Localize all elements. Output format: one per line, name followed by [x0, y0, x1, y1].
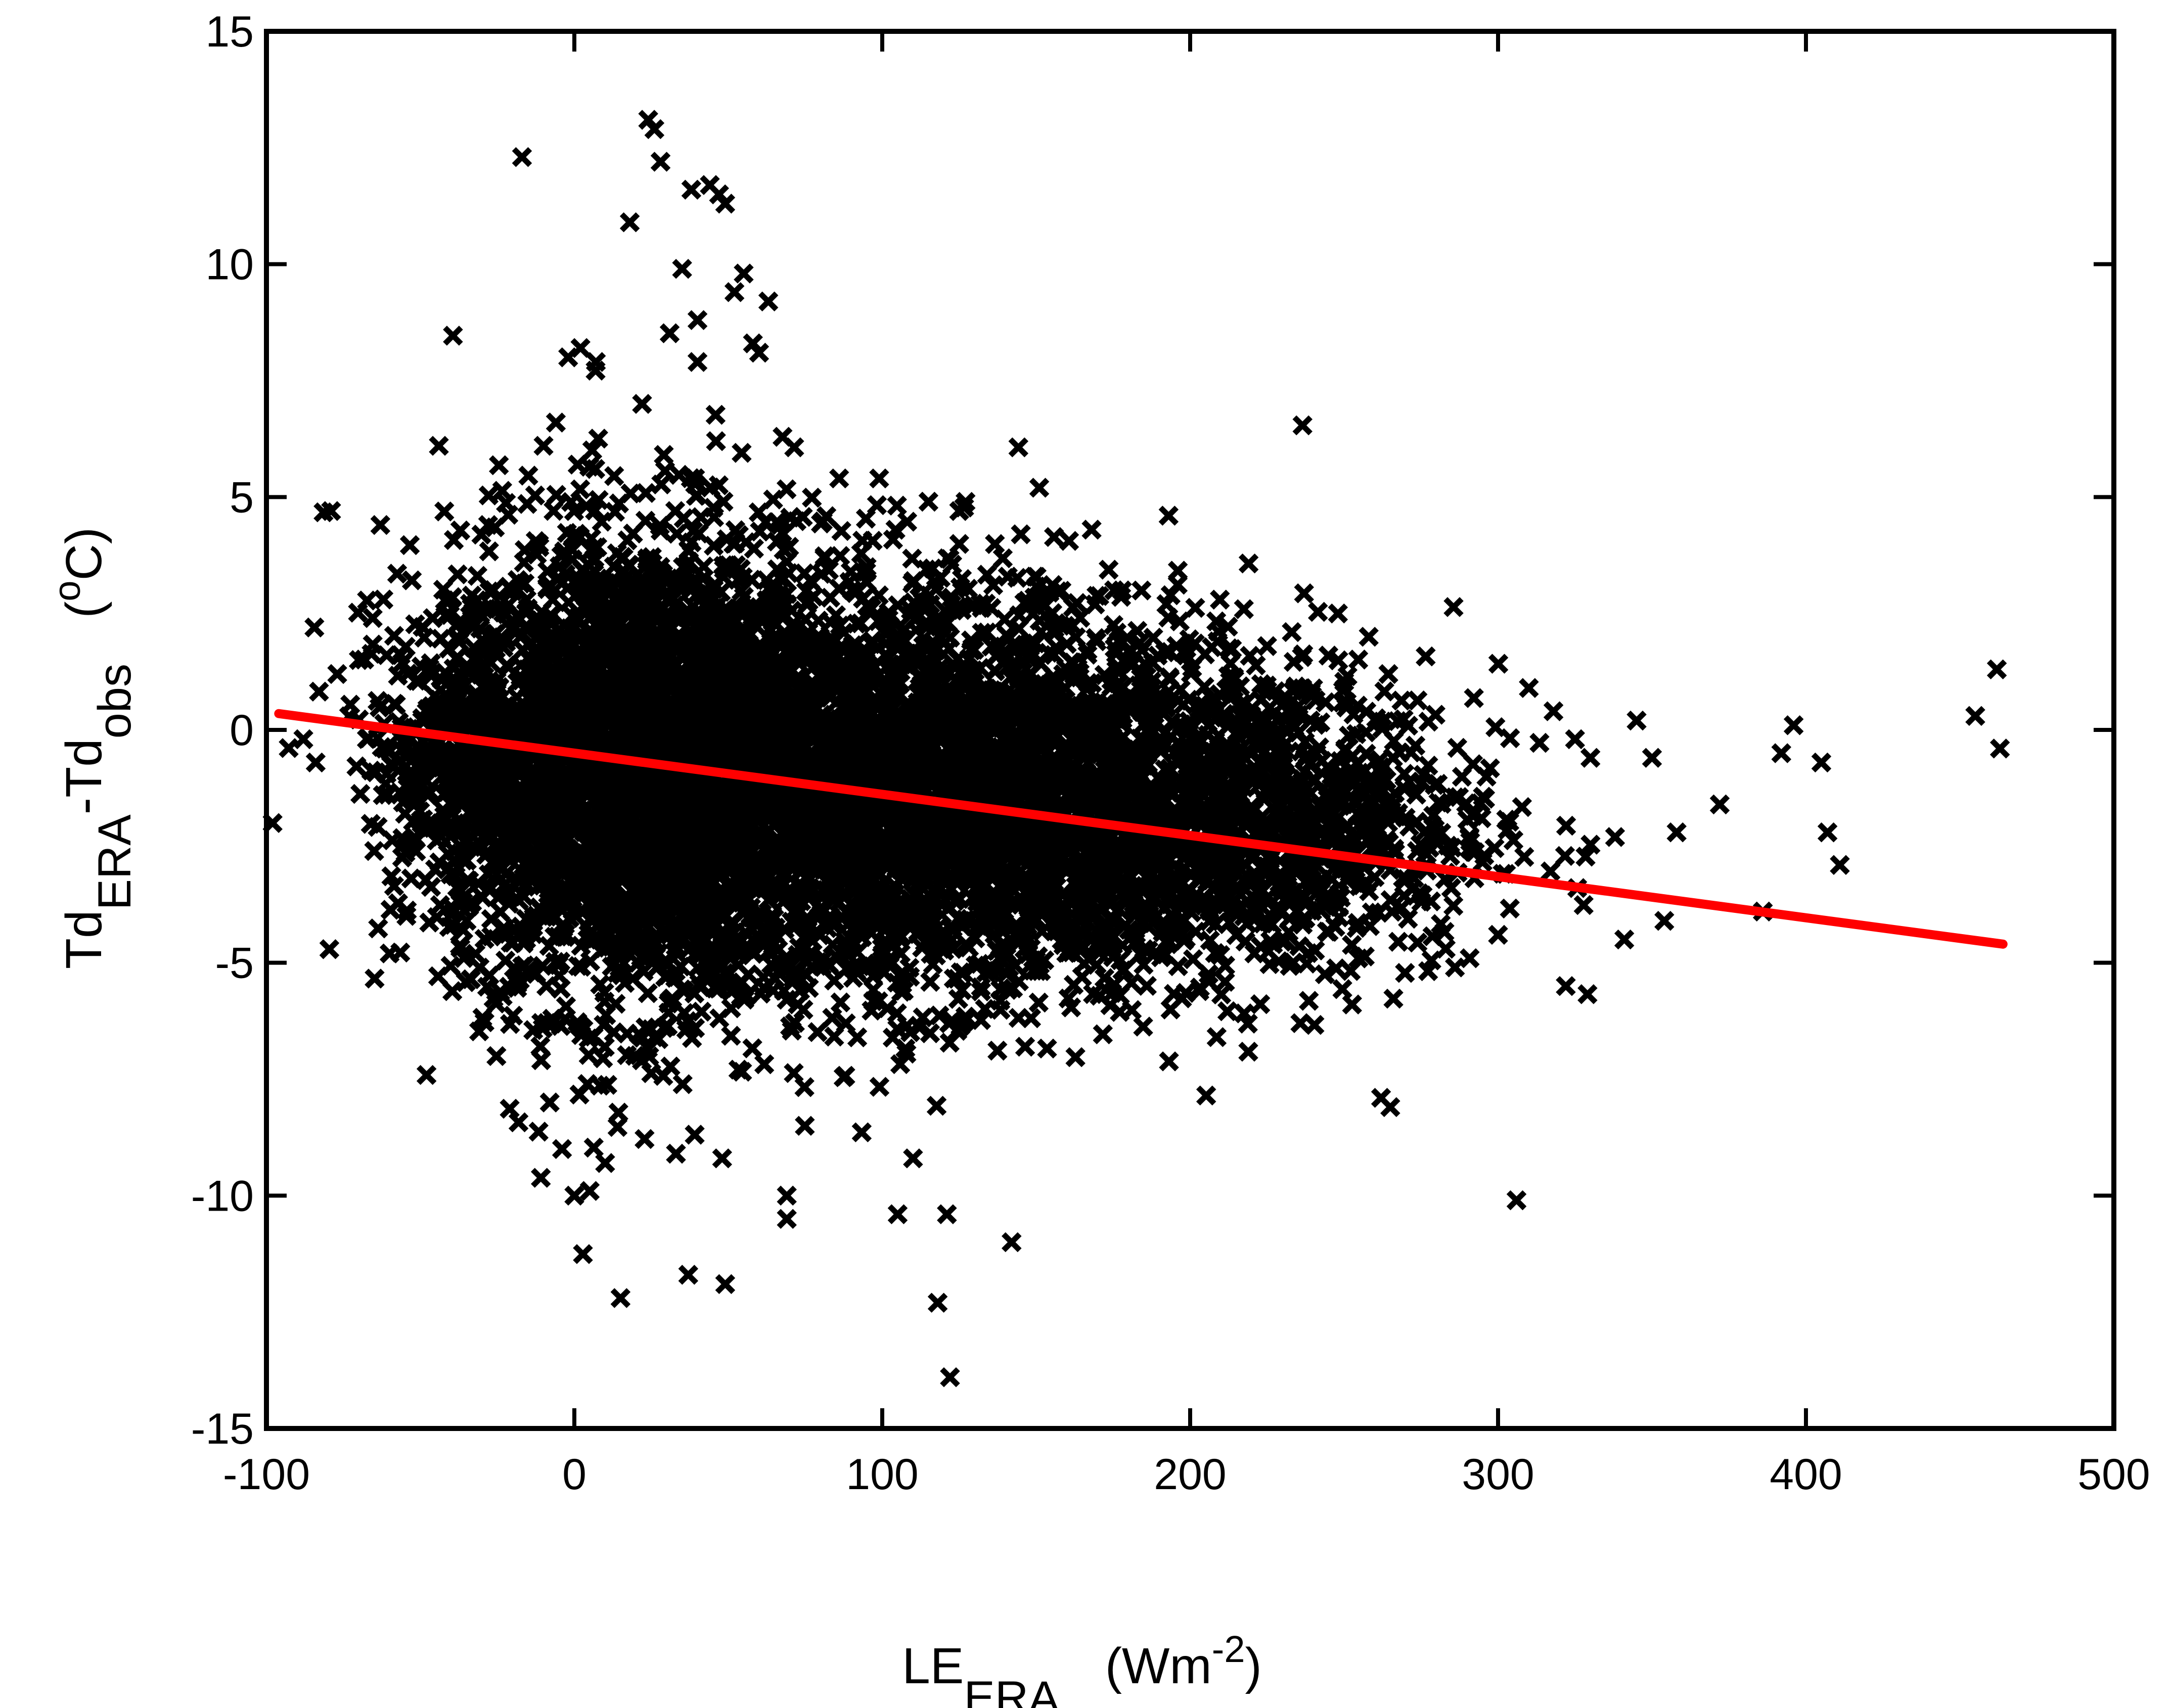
cloud-point: [605, 994, 626, 1014]
cloud-point: [654, 445, 674, 465]
cloud-point: [304, 617, 325, 638]
cloud-point: [830, 992, 851, 1012]
cloud-point: [926, 1095, 947, 1116]
cloud-point: [544, 500, 564, 521]
cloud-point: [990, 999, 1011, 1020]
cloud-point: [399, 535, 420, 556]
cloud-point: [732, 443, 752, 463]
cloud-point: [704, 507, 725, 528]
cloud-point: [830, 546, 850, 566]
cloud-point: [478, 485, 499, 505]
cloud-point: [595, 1037, 615, 1057]
cloud-point: [742, 1038, 762, 1058]
cloud-point: [279, 738, 299, 758]
cloud-point: [443, 326, 463, 346]
cloud-point: [847, 1027, 868, 1048]
cloud-point: [641, 1063, 661, 1083]
cloud-point: [608, 1102, 628, 1123]
cloud-point: [365, 968, 385, 989]
cloud-point: [691, 1001, 712, 1022]
cloud-point: [949, 534, 970, 554]
cloud-point: [721, 1026, 741, 1046]
cloud-point: [795, 1116, 815, 1136]
cloud-point: [617, 1023, 638, 1044]
cloud-point: [387, 564, 408, 584]
cloud-point: [784, 1063, 804, 1083]
cloud-point: [635, 1129, 655, 1149]
cloud-point: [638, 983, 658, 1003]
cloud-point: [401, 868, 422, 889]
cloud-point: [518, 466, 538, 486]
cloud-point: [1008, 437, 1029, 457]
cloud-point: [536, 976, 557, 996]
cloud-point: [1093, 1024, 1113, 1044]
cloud-point: [573, 1244, 593, 1264]
cloud-point: [319, 939, 340, 959]
cloud-point: [401, 570, 422, 590]
cloud-point: [1167, 561, 1188, 581]
cloud-point: [691, 507, 711, 527]
cloud-point: [708, 475, 729, 495]
cloud-point: [546, 485, 567, 505]
cloud-point: [721, 998, 741, 1019]
cloud-point: [528, 1122, 549, 1142]
cloud-point: [651, 474, 671, 495]
cloud-point: [667, 524, 687, 544]
cloud-point: [987, 1040, 1008, 1061]
cloud-point: [824, 971, 844, 991]
cloud-point: [705, 404, 726, 425]
cloud-point: [1098, 560, 1119, 580]
cloud-point: [992, 548, 1013, 569]
cloud-point: [530, 1036, 551, 1056]
cloud-point: [368, 918, 388, 939]
cloud-point: [440, 956, 461, 976]
cloud-point: [488, 455, 509, 476]
cloud-point: [831, 521, 851, 541]
cloud-point: [604, 466, 624, 486]
cloud-point: [558, 592, 579, 613]
cloud-point: [763, 489, 783, 510]
cloud-point: [867, 495, 887, 516]
cloud-point: [578, 1045, 599, 1065]
cloud-point: [636, 483, 656, 503]
cloud-point: [607, 1117, 628, 1137]
cloud-point: [902, 548, 922, 569]
cloud-point: [824, 1026, 844, 1047]
cloud-point: [669, 465, 689, 485]
cloud-point: [713, 491, 734, 512]
cloud-point: [754, 1054, 775, 1075]
cloud-point: [655, 460, 675, 481]
cloud-point: [508, 1112, 529, 1133]
cloud-point: [500, 1098, 520, 1119]
cloud-point: [887, 495, 907, 516]
cloud-point: [869, 1077, 890, 1097]
cloud-point: [531, 1050, 552, 1071]
cloud-point: [659, 323, 680, 344]
cloud-point: [556, 996, 576, 1017]
cloud-point: [802, 487, 822, 508]
cloud-point: [442, 981, 463, 1001]
cloud-point: [784, 437, 804, 457]
cloud-point: [994, 609, 1015, 630]
cloud-point: [570, 479, 591, 499]
cloud-point: [685, 1125, 705, 1145]
cloud-point: [551, 979, 571, 999]
cloud-point: [583, 1137, 604, 1158]
cloud-point: [530, 1168, 551, 1188]
dense-point-cloud: [279, 323, 1601, 1264]
cloud-point: [1185, 597, 1205, 618]
cloud-point: [807, 1022, 828, 1042]
cloud-point: [486, 1046, 507, 1067]
cloud-point: [851, 1122, 872, 1142]
cloud-point: [416, 1065, 437, 1085]
cloud-point: [985, 534, 1005, 555]
cloud-point: [467, 566, 488, 586]
cloud-point: [479, 541, 500, 562]
cloud-point: [635, 511, 656, 531]
cloud-point: [672, 1074, 693, 1094]
cloud-point: [1196, 1085, 1216, 1106]
cloud-point: [434, 501, 455, 522]
